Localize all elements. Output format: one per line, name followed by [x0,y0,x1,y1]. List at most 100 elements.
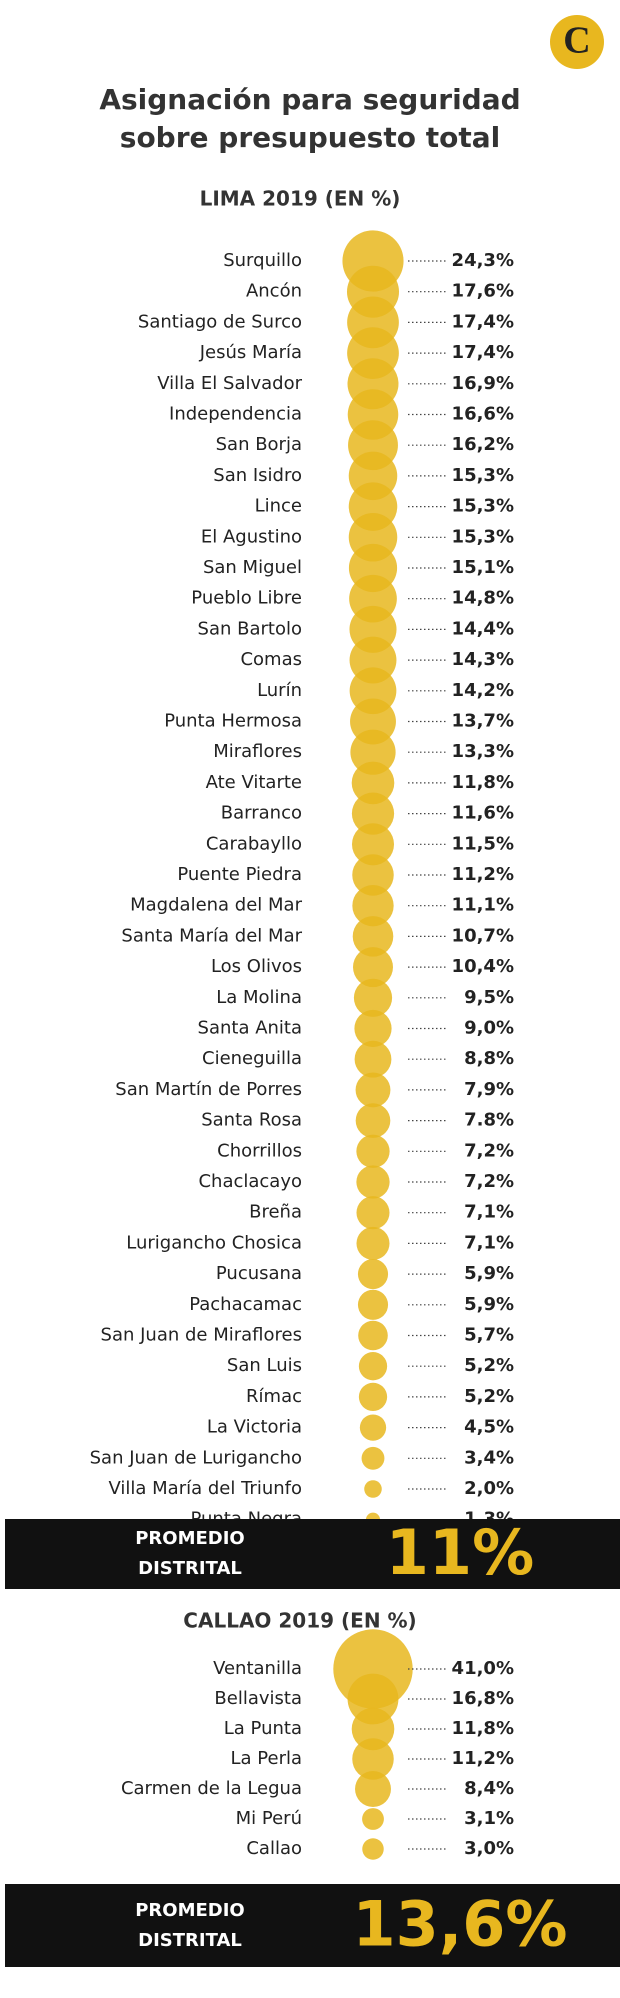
category-label: Lurín [257,680,302,701]
value-label: 11,8% [452,772,514,793]
category-label: San Juan de Miraflores [101,1325,302,1346]
bubble [358,1320,388,1351]
category-label: San Borja [216,434,302,455]
value-label: 3,4% [464,1447,514,1468]
category-label: La Victoria [207,1417,302,1438]
bubble [351,761,395,805]
category-label: San Juan de Lurigancho [90,1447,302,1468]
bubble [355,1103,391,1138]
category-label: San Isidro [213,465,302,486]
value-label: 11,6% [452,803,514,824]
category-label: Punta Hermosa [164,711,302,732]
title-line: Asignación para seguridad [99,83,520,116]
category-label: Villa El Salvador [157,373,302,394]
category-label: Santa Anita [198,1018,302,1039]
category-label: Villa María del Triunfo [108,1478,302,1499]
category-label: Los Olivos [211,956,302,977]
value-label: 11,5% [452,833,514,854]
value-label: 24,3% [452,250,514,271]
bubble [354,1040,392,1078]
category-label: Santa María del Mar [121,925,302,946]
category-label: Chaclacayo [198,1171,302,1192]
bubble [351,1707,395,1751]
logo [550,15,604,69]
category-label: Chorrillos [217,1140,302,1161]
value-label: 15,3% [452,526,514,547]
category-label: San Bartolo [198,618,302,639]
bubble [362,1808,384,1830]
bubbles [333,1629,413,1860]
value-label: 7,1% [464,1202,514,1223]
bubble [352,854,394,896]
value-label: 17,4% [452,311,514,332]
category-label: Pueblo Libre [191,588,302,609]
summary-label: PROMEDIO DISTRITAL [135,1899,245,1951]
bubble [358,1382,388,1412]
bubble [351,792,395,835]
value-label: 4,5% [464,1417,514,1438]
bubble [357,1259,389,1290]
value-label: 3,0% [464,1838,514,1859]
value-label: 2,0% [464,1478,514,1499]
category-label: Pachacamac [189,1294,302,1315]
category-label: Callao [246,1838,302,1859]
category-label: La Molina [216,987,302,1008]
value-label: 16,9% [452,373,514,394]
value-label: 17,6% [452,281,514,302]
bubble [364,1480,382,1498]
category-label: Breña [249,1202,302,1223]
summary-band [5,1884,620,1967]
summary-value: 11% [386,1516,534,1589]
category-label: Ate Vitarte [206,772,302,793]
category-label: Barranco [221,803,302,824]
category-label: Lince [255,496,302,517]
category-label: Pucusana [216,1263,302,1284]
bubble [351,823,395,866]
bubble [361,1446,385,1470]
value-label: 11,1% [452,895,514,916]
value-label: 14,8% [452,588,514,609]
bubble [353,947,393,988]
category-label: Lurigancho Chosica [126,1232,302,1253]
category-label: Ventanilla [213,1658,302,1679]
category-label: Independencia [169,404,302,425]
category-label: San Miguel [203,557,302,578]
category-label: Carabayllo [206,833,302,854]
bubble [356,1134,390,1168]
value-label: 10,7% [452,925,514,946]
value-label: 16,2% [452,434,514,455]
summary-label-box: PROMEDIO DISTRITAL [135,1528,245,1579]
value-label: 41,0% [452,1658,514,1679]
summary-label: PROMEDIO DISTRITAL [135,1528,245,1579]
category-label: San Luis [227,1355,302,1376]
value-label: 17,4% [452,342,514,363]
value-label: 7,2% [464,1171,514,1192]
category-label: Surquillo [223,250,302,271]
category-label: Ancón [246,281,302,302]
bubble [350,729,396,775]
bubble [355,1771,391,1807]
value-label: 13,7% [452,711,514,732]
category-label: Cieneguilla [202,1048,302,1069]
bubble [357,1289,389,1320]
category-label: Comas [240,649,302,670]
section-title: LIMA 2019 (EN %) [200,187,401,211]
summary-value: 13,6% [352,1888,567,1961]
value-label: 7.8% [464,1110,514,1131]
bubble [362,1838,384,1860]
value-label: 11,8% [452,1718,514,1739]
value-label: 7,1% [464,1232,514,1253]
value-label: 5,9% [464,1294,514,1315]
bubbles [342,230,404,1527]
value-label: 16,8% [452,1688,514,1709]
bubble [355,1072,391,1108]
category-label: San Martín de Porres [115,1079,302,1100]
summary-band [5,1519,620,1589]
value-label: 9,5% [464,987,514,1008]
bubble [347,1673,399,1725]
bubble [358,1352,388,1381]
value-label: 10,4% [452,956,514,977]
category-label: Carmen de la Legua [121,1778,302,1799]
value-label: 5,7% [464,1325,514,1346]
